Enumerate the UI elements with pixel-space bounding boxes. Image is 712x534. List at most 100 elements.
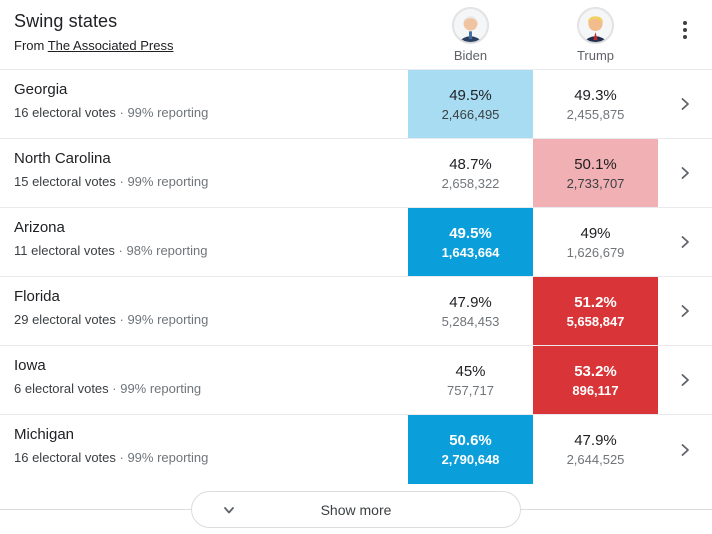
overflow-menu-icon[interactable]	[677, 21, 693, 43]
chevron-right-icon[interactable]	[677, 442, 693, 458]
widget-header: Swing states From The Associated Press	[0, 0, 712, 70]
chevron-right-icon[interactable]	[677, 96, 693, 112]
trump-label: Trump	[576, 48, 615, 63]
state-name: Iowa	[14, 357, 46, 374]
biden-result-cell: 45% 757,717	[408, 346, 533, 414]
state-name: Georgia	[14, 81, 68, 98]
state-meta: 6 electoral votes · 99% reporting	[14, 381, 408, 396]
biden-label: Biden	[453, 48, 488, 63]
biden-result-cell: 47.9% 5,284,453	[408, 277, 533, 345]
state-meta: 11 electoral votes · 98% reporting	[14, 243, 408, 258]
biden-vote-percentage: 49.5%	[449, 86, 492, 104]
state-info: North Carolina 15 electoral votes · 99% …	[0, 139, 408, 207]
electoral-votes-text: 16 electoral votes	[14, 450, 120, 465]
chevron-right-icon[interactable]	[677, 372, 693, 388]
biden-result-cell: 50.6% 2,790,648	[408, 415, 533, 484]
state-info: Florida 29 electoral votes · 99% reporti…	[0, 277, 408, 345]
trump-vote-percentage: 51.2%	[574, 293, 617, 311]
reporting-text: · 99% reporting	[119, 450, 209, 465]
row-chevron-area	[658, 139, 712, 207]
electoral-votes-text: 6 electoral votes	[14, 381, 113, 396]
associated-press-link[interactable]: The Associated Press	[47, 38, 174, 53]
biden-vote-percentage: 49.5%	[449, 224, 492, 242]
chevron-right-icon[interactable]	[677, 234, 693, 250]
trump-result-cell: 51.2% 5,658,847	[533, 277, 658, 345]
header-menu-area	[658, 0, 712, 69]
state-results-list: Georgia 16 electoral votes · 99% reporti…	[0, 70, 712, 484]
header-titles: Swing states From The Associated Press	[0, 0, 408, 69]
chevron-right-icon[interactable]	[677, 165, 693, 181]
trump-result-cell: 47.9% 2,644,525	[533, 415, 658, 484]
page-title: Swing states	[14, 11, 118, 31]
chevron-right-icon[interactable]	[677, 303, 693, 319]
state-name: North Carolina	[14, 150, 111, 167]
trump-vote-count: 5,658,847	[566, 313, 625, 329]
state-name: Florida	[14, 288, 60, 305]
biden-vote-percentage: 47.9%	[449, 293, 492, 311]
row-chevron-area	[658, 415, 712, 484]
state-info: Arizona 11 electoral votes · 98% reporti…	[0, 208, 408, 276]
state-meta: 15 electoral votes · 99% reporting	[14, 174, 408, 189]
trump-result-cell: 49% 1,626,679	[533, 208, 658, 276]
state-info: Iowa 6 electoral votes · 99% reporting	[0, 346, 408, 414]
electoral-votes-text: 15 electoral votes	[14, 174, 120, 189]
biden-vote-count: 2,466,495	[441, 106, 500, 122]
row-chevron-area	[658, 277, 712, 345]
reporting-text: · 99% reporting	[112, 381, 202, 396]
state-info: Georgia 16 electoral votes · 99% reporti…	[0, 70, 408, 138]
trump-vote-count: 2,733,707	[566, 175, 625, 191]
trump-vote-count: 2,644,525	[566, 452, 625, 467]
show-more-button[interactable]: Show more	[191, 491, 521, 528]
electoral-votes-text: 16 electoral votes	[14, 105, 120, 120]
trump-vote-percentage: 53.2%	[574, 362, 617, 380]
reporting-text: · 99% reporting	[119, 174, 209, 189]
trump-result-cell: 50.1% 2,733,707	[533, 139, 658, 207]
source-attribution: From The Associated Press	[14, 38, 408, 53]
electoral-votes-text: 11 electoral votes	[14, 243, 119, 258]
trump-vote-count: 896,117	[572, 382, 619, 398]
biden-vote-count: 5,284,453	[441, 313, 500, 329]
show-more-label: Show more	[320, 501, 392, 518]
biden-result-cell: 49.5% 1,643,664	[408, 208, 533, 276]
biden-result-cell: 48.7% 2,658,322	[408, 139, 533, 207]
biden-vote-count: 1,643,664	[441, 244, 500, 260]
state-name: Michigan	[14, 426, 75, 443]
reporting-text: · 99% reporting	[119, 312, 209, 327]
reporting-text: · 98% reporting	[118, 243, 208, 258]
trump-result-cell: 53.2% 896,117	[533, 346, 658, 414]
state-row[interactable]: Iowa 6 electoral votes · 99% reporting 4…	[0, 346, 712, 415]
trump-vote-percentage: 49.3%	[574, 86, 617, 104]
state-meta: 29 electoral votes · 99% reporting	[14, 312, 408, 327]
biden-vote-count: 757,717	[447, 382, 494, 398]
state-meta: 16 electoral votes · 99% reporting	[14, 105, 408, 120]
state-info: Michigan 16 electoral votes · 99% report…	[0, 415, 408, 484]
state-row[interactable]: North Carolina 15 electoral votes · 99% …	[0, 139, 712, 208]
trump-vote-count: 2,455,875	[566, 106, 625, 122]
trump-vote-percentage: 50.1%	[574, 155, 617, 173]
state-row[interactable]: Georgia 16 electoral votes · 99% reporti…	[0, 70, 712, 139]
state-row[interactable]: Florida 29 electoral votes · 99% reporti…	[0, 277, 712, 346]
state-name: Arizona	[14, 219, 65, 236]
state-meta: 16 electoral votes · 99% reporting	[14, 450, 408, 465]
state-row[interactable]: Michigan 16 electoral votes · 99% report…	[0, 415, 712, 484]
biden-result-cell: 49.5% 2,466,495	[408, 70, 533, 138]
chevron-down-icon	[224, 507, 234, 514]
widget-footer: Show more	[0, 484, 712, 534]
row-chevron-area	[658, 208, 712, 276]
biden-vote-count: 2,790,648	[441, 452, 500, 467]
biden-vote-percentage: 45%	[455, 362, 486, 380]
source-prefix: From	[14, 38, 45, 53]
biden-vote-count: 2,658,322	[441, 175, 500, 191]
state-row[interactable]: Arizona 11 electoral votes · 98% reporti…	[0, 208, 712, 277]
trump-result-cell: 49.3% 2,455,875	[533, 70, 658, 138]
row-chevron-area	[658, 70, 712, 138]
biden-avatar	[452, 7, 489, 44]
trump-vote-percentage: 47.9%	[574, 432, 617, 449]
electoral-votes-text: 29 electoral votes	[14, 312, 120, 327]
trump-column-header: Trump	[533, 0, 658, 69]
biden-vote-percentage: 50.6%	[449, 432, 492, 449]
trump-vote-count: 1,626,679	[566, 244, 625, 260]
biden-vote-percentage: 48.7%	[449, 155, 492, 173]
trump-vote-percentage: 49%	[580, 224, 611, 242]
